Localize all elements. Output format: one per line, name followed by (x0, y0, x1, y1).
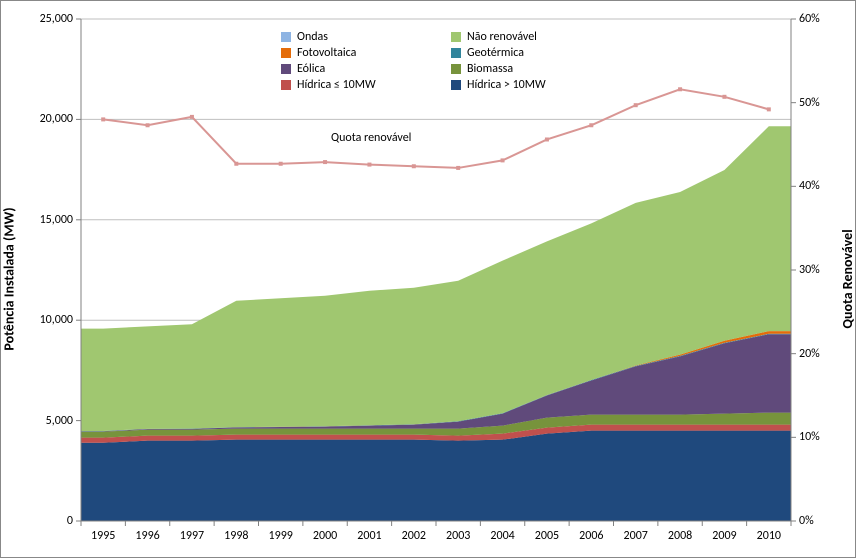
legend-item-nao_renovavel: Não renovável (451, 29, 621, 45)
y-left-tick-label: 10,000 (31, 313, 73, 327)
x-tick-label: 1997 (180, 529, 204, 543)
legend-label: Hídrica ≤ 10MW (297, 78, 376, 92)
x-tick-label: 2001 (357, 529, 381, 543)
legend-label: Geotérmica (467, 46, 524, 60)
legend-swatch (451, 32, 461, 42)
chart-container: Potência Instalada (MW) Quota Renovável … (0, 0, 856, 558)
y-right-tick-label: 40% (799, 179, 839, 193)
y-right-tick-label: 20% (799, 347, 839, 361)
legend-swatch (281, 64, 291, 74)
x-tick-label: 2006 (579, 529, 603, 543)
y-left-tick-label: 20,000 (31, 112, 73, 126)
quota-line-label: Quota renovável (331, 131, 411, 145)
y-left-tick-label: 5,000 (31, 414, 73, 428)
x-tick-label: 2002 (402, 529, 426, 543)
legend-label: Eólica (297, 62, 325, 76)
legend-label: Biomassa (467, 62, 513, 76)
legend-item-eolica: Eólica (281, 61, 451, 77)
legend-item-hidrica_gt10: Hídrica > 10MW (451, 77, 621, 93)
y-left-tick-label: 0 (31, 514, 73, 528)
y-left-tick-label: 15,000 (31, 213, 73, 227)
legend-label: Fotovoltaica (297, 46, 356, 60)
y-right-tick-label: 10% (799, 430, 839, 444)
y-right-tick-label: 60% (799, 12, 839, 26)
x-tick-label: 1995 (91, 529, 115, 543)
x-tick-label: 2004 (490, 529, 514, 543)
y-right-tick-label: 30% (799, 263, 839, 277)
y-right-axis-title: Quota Renovável (839, 229, 856, 328)
legend-swatch (451, 64, 461, 74)
legend-item-hidrica_le10: Hídrica ≤ 10MW (281, 77, 451, 93)
legend-item-fotovoltaica: Fotovoltaica (281, 45, 451, 61)
legend-item-ondas: Ondas (281, 29, 451, 45)
x-tick-label: 2003 (446, 529, 470, 543)
x-tick-label: 1998 (224, 529, 248, 543)
y-left-tick-label: 25,000 (31, 12, 73, 26)
legend-label: Hídrica > 10MW (467, 78, 546, 92)
x-tick-label: 2005 (535, 529, 559, 543)
y-right-tick-label: 50% (799, 96, 839, 110)
x-tick-label: 2010 (757, 529, 781, 543)
legend-swatch (281, 80, 291, 90)
legend-item-biomassa: Biomassa (451, 61, 621, 77)
y-left-axis-title: Potência Instalada (MW) (1, 207, 18, 350)
x-tick-label: 1996 (135, 529, 159, 543)
legend-item-geotermica: Geotérmica (451, 45, 621, 61)
legend-swatch (281, 48, 291, 58)
x-tick-label: 1999 (269, 529, 293, 543)
legend-swatch (451, 80, 461, 90)
legend-label: Não renovável (467, 30, 537, 44)
y-right-tick-label: 0% (799, 514, 839, 528)
legend-swatch (281, 32, 291, 42)
legend-swatch (451, 48, 461, 58)
x-tick-label: 2009 (712, 529, 736, 543)
legend-label: Ondas (297, 30, 328, 44)
x-tick-label: 2000 (313, 529, 337, 543)
x-tick-label: 2007 (624, 529, 648, 543)
legend: Ondas Não renovável Fotovoltaica Geotérmica… (281, 29, 641, 93)
x-tick-label: 2008 (668, 529, 692, 543)
